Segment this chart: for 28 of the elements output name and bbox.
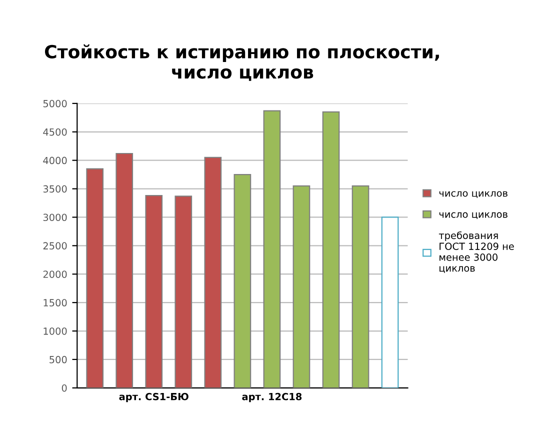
y-tick-label: 3000	[43, 214, 67, 222]
bar	[116, 152, 134, 388]
y-tick-label: 5000	[43, 100, 67, 108]
x-tick-label: арт. 12С18	[242, 392, 302, 402]
y-tick-label: 4500	[43, 128, 67, 136]
y-tick-label: 3500	[43, 185, 67, 193]
y-tick-label: 0	[62, 384, 67, 392]
y-tick-label: 2500	[43, 242, 67, 250]
bar	[86, 168, 104, 388]
x-tick-label: арт. CS1-БЮ	[119, 392, 188, 402]
y-tick-label: 1500	[44, 299, 67, 306]
y-tick-label: 1000	[44, 327, 67, 335]
bar	[381, 216, 399, 388]
bar	[145, 195, 163, 388]
bar	[292, 185, 310, 388]
legend-label: число циклов	[439, 212, 508, 220]
chart-title: Стойкость к истиранию по плоскости, число циклов	[44, 44, 439, 81]
y-tick-label: 500	[50, 356, 67, 364]
y-tick-label: 4000	[43, 156, 67, 164]
bar	[174, 196, 192, 388]
y-tick-label: 2000	[43, 270, 67, 278]
legend-label: число циклов	[439, 191, 508, 198]
bar	[234, 174, 252, 388]
bar	[263, 110, 281, 388]
legend-label: требования ГОСТ 11209 не менее 3000 циклов	[438, 231, 514, 273]
bar	[204, 156, 222, 388]
bar	[352, 185, 370, 388]
bar	[322, 111, 340, 388]
